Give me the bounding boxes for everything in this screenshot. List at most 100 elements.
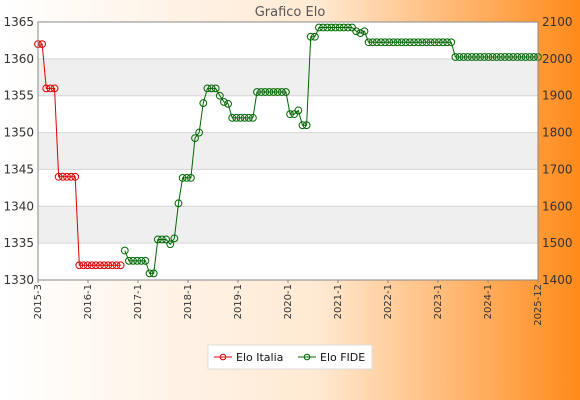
data-point	[162, 235, 170, 244]
right-tick-label: 1900	[542, 89, 573, 103]
data-point	[476, 53, 485, 61]
data-point	[203, 84, 212, 93]
data-point	[488, 53, 497, 61]
grid-band	[38, 132, 538, 170]
data-point	[232, 113, 241, 122]
data-point	[253, 88, 261, 96]
x-tick-label: 2019-1	[233, 284, 244, 319]
data-point	[319, 23, 328, 32]
data-point	[220, 98, 228, 106]
data-point	[298, 121, 307, 130]
data-point	[294, 106, 303, 115]
data-point	[224, 99, 232, 108]
legend-marker-fide	[303, 353, 311, 361]
data-point	[426, 38, 435, 47]
data-point	[385, 38, 394, 47]
data-point	[91, 261, 100, 270]
data-point	[178, 174, 187, 182]
data-point	[521, 53, 530, 61]
data-point	[352, 27, 361, 36]
data-point	[381, 38, 390, 47]
data-point	[42, 84, 51, 93]
data-point	[141, 256, 150, 265]
x-tick-label: 2024-1	[483, 284, 494, 319]
data-point	[83, 261, 92, 270]
left-tick-label: 1355	[3, 89, 34, 103]
right-axis: 1400 1500 1600 1700 1800 1900 2000 2100	[542, 15, 573, 287]
data-point	[286, 110, 294, 119]
data-point	[240, 113, 249, 122]
data-point	[129, 256, 137, 265]
data-point	[207, 84, 216, 93]
x-tick-label: 2015-3	[33, 284, 44, 319]
data-point	[261, 88, 270, 96]
data-point	[149, 269, 158, 278]
right-tick-label: 1500	[542, 236, 573, 250]
data-point	[182, 174, 191, 182]
x-tick-label: 2022-1	[383, 284, 394, 319]
data-point	[63, 172, 71, 181]
data-point	[125, 256, 133, 265]
x-tick-label: 2021-1	[333, 284, 344, 319]
data-point	[133, 256, 142, 265]
left-tick-label: 1350	[3, 126, 34, 140]
data-point	[368, 38, 377, 47]
data-point	[447, 38, 456, 47]
data-point	[244, 113, 253, 122]
data-point	[277, 88, 286, 96]
data-point	[529, 53, 538, 61]
legend-label-italia: Elo Italia	[236, 351, 283, 364]
right-tick-label: 1800	[542, 126, 573, 140]
legend-label-fide: Elo FIDE	[320, 351, 365, 364]
data-point	[199, 99, 208, 107]
data-point	[87, 261, 96, 270]
data-point	[393, 38, 402, 47]
right-tick-label: 2100	[542, 15, 573, 29]
data-point	[480, 53, 489, 61]
data-point	[282, 88, 290, 96]
right-tick-label: 1700	[542, 162, 573, 176]
data-point	[467, 53, 476, 61]
series-elo-fide	[120, 23, 542, 278]
data-point	[505, 53, 513, 61]
data-point	[344, 23, 352, 32]
left-tick-label: 1345	[3, 162, 34, 176]
grid-band	[38, 206, 538, 244]
data-point	[170, 234, 179, 243]
left-tick-label: 1365	[3, 15, 34, 29]
data-point	[191, 134, 199, 143]
x-tick-label: 2025-12	[533, 284, 544, 326]
x-axis: 2015-3 2016-1 2017-1 2018-1 2019-1 2020-1 2021…	[33, 280, 544, 326]
data-point	[145, 269, 154, 278]
legend-entry-fide: Elo FIDE	[298, 351, 365, 364]
data-point	[310, 32, 319, 41]
data-point	[67, 172, 75, 181]
data-point	[112, 261, 121, 270]
data-point	[137, 256, 146, 265]
legend-box	[207, 344, 373, 370]
data-point	[356, 29, 365, 37]
data-point	[463, 53, 472, 61]
data-point	[174, 199, 183, 208]
data-point	[315, 23, 323, 32]
data-point	[335, 23, 344, 32]
data-point	[46, 84, 55, 93]
data-point	[472, 53, 480, 61]
x-tick-label: 2016-1	[83, 284, 94, 319]
data-point	[158, 235, 166, 244]
grid-bands	[38, 58, 538, 244]
data-point	[186, 174, 195, 182]
data-point	[439, 38, 447, 47]
data-point	[406, 38, 414, 47]
data-point	[306, 32, 315, 41]
data-point	[116, 261, 125, 270]
data-point	[418, 38, 427, 47]
data-point	[501, 53, 509, 61]
data-point	[484, 53, 493, 61]
data-point	[410, 38, 418, 47]
left-tick-label: 1330	[3, 273, 34, 287]
plot-border	[37, 21, 539, 281]
x-tick-label: 2018-1	[183, 284, 194, 319]
